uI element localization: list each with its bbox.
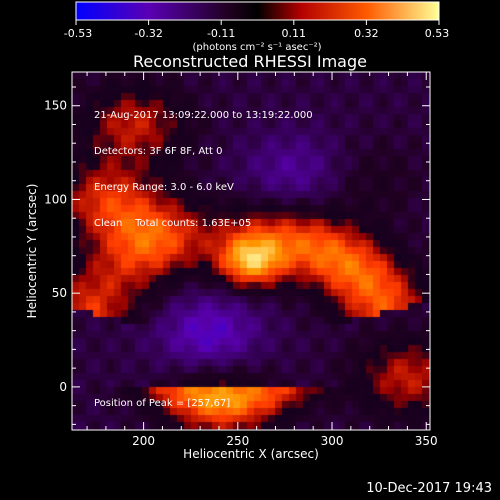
heatmap-image: [72, 72, 430, 430]
y-tick-label: 50: [52, 286, 67, 300]
annotation-clean-counts: Clean Total counts: 1.63E+05: [94, 218, 252, 229]
y-tick-label: 150: [44, 99, 67, 113]
colorbar-gradient: [75, 1, 440, 21]
x-tick-label: 350: [415, 434, 438, 448]
colorbar-tick-marks: [75, 20, 440, 25]
x-axis-label: Heliocentric X (arcsec): [183, 447, 319, 461]
annotation-time-range: 21-Aug-2017 13:09:22.000 to 13:19:22.000: [94, 110, 313, 121]
colorbar-tick-label: 0.53: [425, 27, 450, 40]
annotation-block: 21-Aug-2017 13:09:22.000 to 13:19:22.000…: [94, 86, 313, 242]
chart-title: Reconstructed RHESSI Image: [133, 52, 367, 71]
colorbar-tick-label: 0.11: [282, 27, 307, 40]
annotation-detectors: Detectors: 3F 6F 8F, Att 0: [94, 146, 223, 157]
plot-frame: [71, 71, 431, 431]
y-tick-label: 100: [44, 192, 67, 206]
colorbar-unit-label: (photons cm⁻² s⁻¹ asec⁻²): [192, 42, 321, 53]
colorbar-tick-label: 0.32: [354, 27, 379, 40]
colorbar-tick-label: -0.11: [207, 27, 235, 40]
x-tick-label: 250: [226, 434, 249, 448]
annotation-energy-range: Energy Range: 3.0 - 6.0 keV: [94, 182, 234, 193]
colorbar-tick-label: -0.53: [64, 27, 92, 40]
timestamp: 10-Dec-2017 19:43: [366, 481, 492, 496]
peak-position-label: Position of Peak = [257,67]: [94, 398, 231, 409]
y-axis-label: Heliocentric Y (arcsec): [25, 184, 39, 319]
x-tick-label: 300: [321, 434, 344, 448]
y-tick-label: 0: [59, 380, 67, 394]
colorbar: -0.53 -0.32 -0.11 0.11 0.32 0.53 (photon…: [64, 1, 450, 53]
x-tick-label: 200: [132, 434, 155, 448]
colorbar-tick-label: -0.32: [134, 27, 162, 40]
